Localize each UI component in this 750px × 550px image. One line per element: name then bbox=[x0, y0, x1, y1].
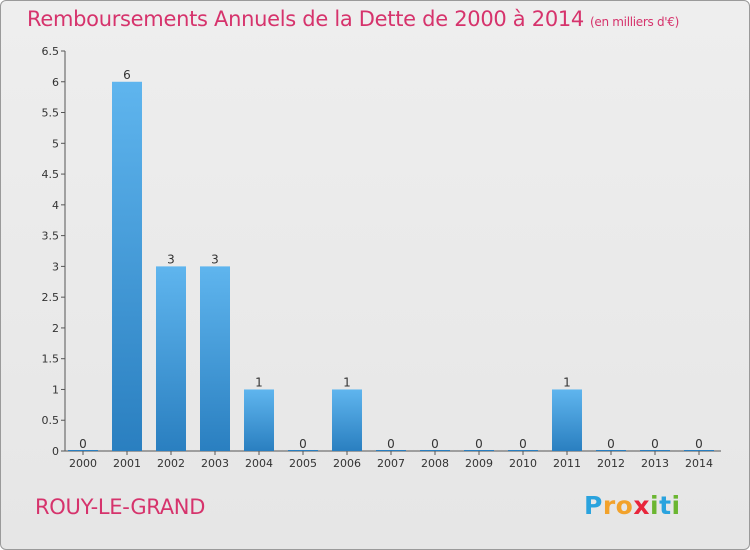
bar bbox=[420, 450, 450, 451]
x-tick-label: 2005 bbox=[289, 457, 317, 470]
labels-group: 0 6 3 3 1 0 1 0 0 0 0 1 0 0 0 bbox=[79, 68, 703, 451]
axes: 0 0.5 1 1.5 2 2.5 3 3.5 4 4.5 5 5.5 6 6.5 2000 2001 2002… bbox=[42, 45, 721, 470]
logo-letter: r bbox=[602, 491, 616, 520]
bar bbox=[244, 389, 274, 451]
y-tick-label: 4 bbox=[52, 199, 59, 212]
logo-letter: x bbox=[633, 491, 650, 520]
value-label: 0 bbox=[431, 437, 439, 451]
y-tick-label: 5 bbox=[52, 137, 59, 150]
value-label: 0 bbox=[475, 437, 483, 451]
value-label: 0 bbox=[695, 437, 703, 451]
bar bbox=[200, 266, 230, 451]
bar bbox=[596, 450, 626, 451]
value-label: 3 bbox=[167, 252, 175, 266]
logo-letter: t bbox=[659, 491, 672, 520]
y-tick-label: 1 bbox=[52, 383, 59, 396]
x-tick-label: 2010 bbox=[509, 457, 537, 470]
logo-letter: i bbox=[650, 491, 660, 520]
bars-group bbox=[68, 81, 714, 452]
y-tick-label: 6 bbox=[52, 76, 59, 89]
y-tick-label: 6.5 bbox=[42, 45, 60, 58]
y-tick-label: 4.5 bbox=[42, 168, 60, 181]
x-tick-label: 2004 bbox=[245, 457, 273, 470]
y-tick-label: 2 bbox=[52, 322, 59, 335]
value-label: 0 bbox=[519, 437, 527, 451]
bar bbox=[68, 450, 98, 451]
bar bbox=[288, 450, 318, 451]
bar bbox=[640, 450, 670, 451]
value-label: 0 bbox=[299, 437, 307, 451]
value-label: 1 bbox=[563, 375, 571, 389]
y-tick-label: 2.5 bbox=[42, 291, 60, 304]
value-label: 1 bbox=[343, 375, 351, 389]
logo-letter: o bbox=[615, 491, 634, 520]
chart-title: Remboursements Annuels de la Dette de 20… bbox=[27, 7, 679, 31]
x-tick-label: 2011 bbox=[553, 457, 581, 470]
x-tick-label: 2013 bbox=[641, 457, 669, 470]
value-label: 3 bbox=[211, 252, 219, 266]
value-label: 6 bbox=[123, 68, 131, 82]
value-label: 0 bbox=[79, 437, 87, 451]
x-tick-label: 2008 bbox=[421, 457, 449, 470]
y-tick-label: 1.5 bbox=[42, 353, 60, 366]
unit-note: (en milliers d'€) bbox=[590, 15, 680, 29]
x-tick-label: 2001 bbox=[113, 457, 141, 470]
bar bbox=[552, 389, 582, 451]
bar bbox=[332, 389, 362, 451]
value-label: 0 bbox=[387, 437, 395, 451]
y-tick-label: 0 bbox=[52, 445, 59, 458]
x-tick-label: 2003 bbox=[201, 457, 229, 470]
value-label: 1 bbox=[255, 375, 263, 389]
bar bbox=[464, 450, 494, 451]
y-tick-label: 3 bbox=[52, 260, 59, 273]
logo-letter: P bbox=[584, 491, 603, 520]
bar bbox=[156, 266, 186, 451]
logo-letter: i bbox=[671, 491, 681, 520]
x-tick-label: 2000 bbox=[69, 457, 97, 470]
bar bbox=[508, 450, 538, 451]
x-tick-label: 2009 bbox=[465, 457, 493, 470]
y-tick-label: 0.5 bbox=[42, 414, 60, 427]
x-tick-label: 2007 bbox=[377, 457, 405, 470]
title-text: Remboursements Annuels de la Dette de 20… bbox=[27, 7, 584, 31]
x-tick-label: 2014 bbox=[685, 457, 713, 470]
y-tick-label: 5.5 bbox=[42, 107, 60, 120]
bar bbox=[684, 450, 714, 451]
bar bbox=[112, 81, 142, 452]
x-tick-label: 2002 bbox=[157, 457, 185, 470]
x-tick-label: 2006 bbox=[333, 457, 361, 470]
x-tick-label: 2012 bbox=[597, 457, 625, 470]
city-name: ROUY-LE-GRAND bbox=[35, 495, 206, 519]
value-label: 0 bbox=[651, 437, 659, 451]
proxiti-logo: Proxiti bbox=[584, 491, 681, 520]
value-label: 0 bbox=[607, 437, 615, 451]
y-tick-label: 3.5 bbox=[42, 230, 60, 243]
bar bbox=[376, 450, 406, 451]
